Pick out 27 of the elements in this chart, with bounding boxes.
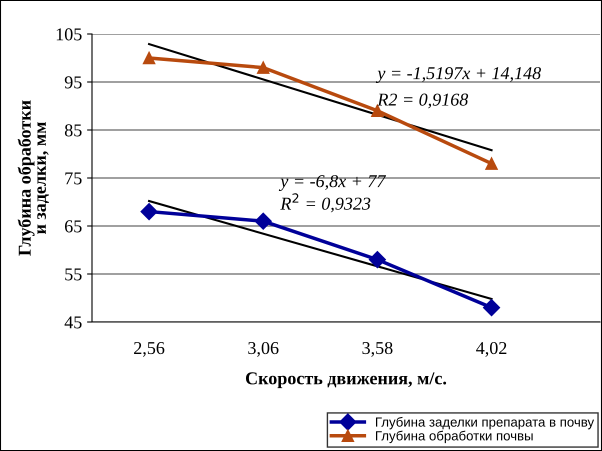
- annotation: y = -6,8x + 77: [278, 175, 386, 191]
- x-tick-label: 4,02: [476, 342, 506, 357]
- point: [371, 104, 384, 118]
- x-tick-label: 2,56: [134, 342, 164, 357]
- y-tick-label: 55: [65, 268, 82, 280]
- x-tick-label: 3,06: [248, 342, 278, 357]
- y-tick-label: 85: [64, 124, 82, 136]
- x-axis-title: Скорость движения, м/с.: [246, 372, 446, 388]
- point: [256, 61, 270, 74]
- point: [485, 157, 498, 170]
- legend-label: Глубина обработки почвы: [376, 430, 533, 444]
- point: [142, 52, 156, 64]
- point: [483, 299, 500, 316]
- point: [254, 212, 272, 230]
- annotation: R$^{2}$ = 0,9323: [280, 193, 370, 212]
- y-tick-label: 65: [65, 220, 82, 232]
- annotation: y = -1,5197x + 14,148: [376, 67, 541, 83]
- legend-label: Глубина заделки препарата в почву: [376, 416, 594, 430]
- y-axis-title: Глубина обработки и заделки, мм: [18, 100, 49, 256]
- y-tick-label: 105: [56, 28, 82, 40]
- y-tick-label: 45: [64, 316, 82, 328]
- y-tick-label: 75: [65, 172, 82, 184]
- x-tick-label: 3,58: [362, 342, 393, 357]
- y-tick-label: 95: [64, 76, 82, 88]
- point: [140, 203, 158, 220]
- annotation: R2 = 0,9168: [377, 94, 468, 108]
- point: [368, 251, 386, 268]
